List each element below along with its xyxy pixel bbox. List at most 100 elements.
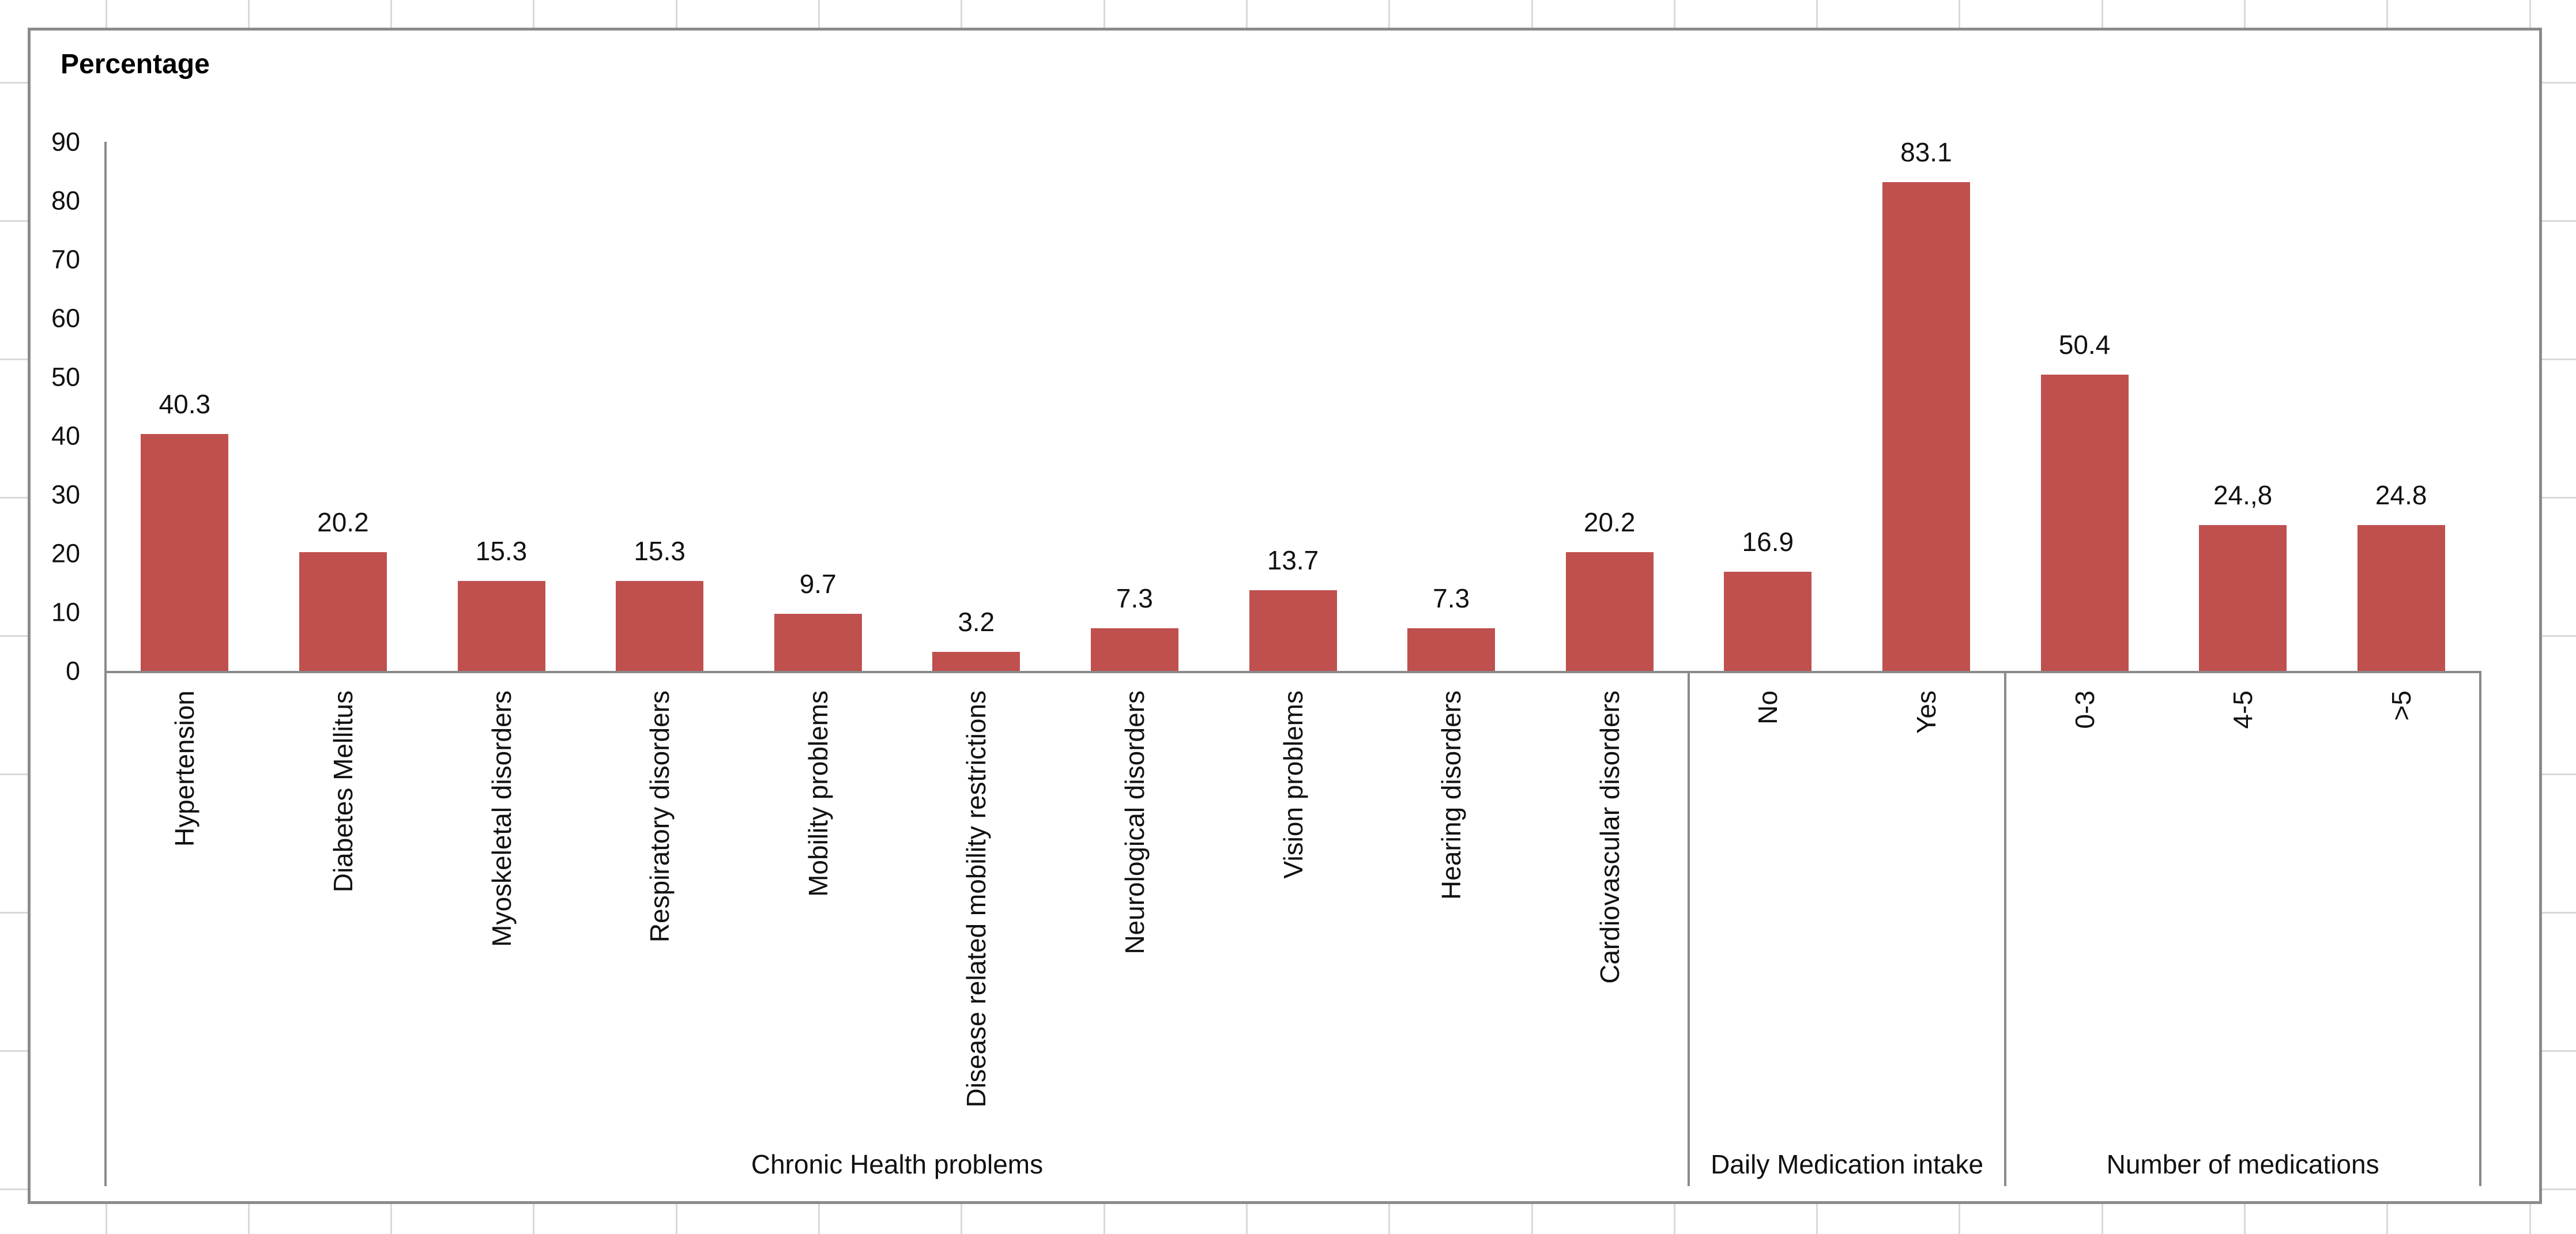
category-label: No: [1753, 690, 1783, 724]
category-label: 0-3: [2069, 690, 2100, 729]
worksheet-row-gridline: [2542, 358, 2576, 360]
category-group-label: Chronic Health problems: [751, 1149, 1044, 1179]
worksheet-column-gridline: [533, 0, 535, 28]
worksheet-column-gridline: [2386, 0, 2389, 28]
worksheet-row-gridline: [0, 911, 28, 914]
worksheet-column-gridline: [961, 1204, 963, 1234]
bar[interactable]: [932, 652, 1020, 671]
bar-value-label: 83.1: [1900, 137, 1952, 168]
worksheet-row-gridline: [0, 773, 28, 775]
worksheet-column-gridline: [675, 1204, 677, 1234]
category-label: >5: [2386, 690, 2416, 721]
bar[interactable]: [299, 552, 387, 671]
worksheet-column-gridline: [390, 0, 393, 28]
worksheet-row-gridline: [2542, 220, 2576, 222]
worksheet-row-gridline: [0, 635, 28, 637]
category-group-separator: [1688, 671, 1690, 1186]
bar[interactable]: [616, 580, 704, 671]
category-label: Myoskeletal disorders: [486, 690, 517, 947]
worksheet-row-gridline: [2542, 1050, 2576, 1052]
category-label: Yes: [1911, 690, 1941, 734]
chart-title: Percentage: [61, 49, 210, 80]
category-label: 4-5: [2228, 690, 2258, 729]
worksheet-column-gridline: [1103, 1204, 1105, 1234]
bar-value-label: 7.3: [1116, 583, 1153, 613]
category-label: Cardiovascular disorders: [1594, 690, 1625, 984]
y-axis-tick-label: 30: [51, 480, 80, 510]
bar[interactable]: [2357, 525, 2445, 671]
worksheet-column-gridline: [1388, 0, 1391, 28]
worksheet-row-gridline: [0, 220, 28, 222]
worksheet-column-gridline: [2386, 1204, 2389, 1234]
bar[interactable]: [1090, 628, 1178, 671]
category-label: Diabetes Mellitus: [327, 690, 358, 893]
worksheet-column-gridline: [105, 1204, 107, 1234]
worksheet-column-gridline: [1673, 0, 1675, 28]
bar[interactable]: [457, 580, 545, 671]
worksheet-column-gridline: [1531, 0, 1533, 28]
bar-value-label: 15.3: [634, 535, 686, 566]
worksheet-column-gridline: [2244, 1204, 2246, 1234]
worksheet-column-gridline: [1245, 1204, 1248, 1234]
worksheet-column-gridline: [2529, 0, 2531, 28]
y-axis-tick-label: 60: [51, 303, 80, 333]
worksheet-column-gridline: [2101, 1204, 2103, 1234]
bar[interactable]: [1882, 182, 1970, 671]
bar-value-label: 7.3: [1433, 583, 1470, 613]
worksheet-row-gridline: [2542, 911, 2576, 914]
y-axis-line: [104, 142, 107, 673]
bar[interactable]: [141, 433, 229, 671]
y-axis-tick-label: 90: [51, 127, 80, 157]
category-group-label: Number of medications: [2106, 1149, 2379, 1179]
worksheet-column-gridline: [1673, 1204, 1675, 1234]
category-label: Vision problems: [1278, 690, 1308, 879]
bar[interactable]: [1407, 628, 1496, 671]
worksheet-row-gridline: [0, 496, 28, 499]
worksheet-column-gridline: [1959, 1204, 1961, 1234]
y-axis-tick-label: 10: [51, 597, 80, 627]
category-group-separator: [2479, 671, 2481, 1186]
worksheet-column-gridline: [1245, 0, 1248, 28]
bar-value-label: 20.2: [1583, 507, 1636, 537]
worksheet-column-gridline: [1103, 0, 1105, 28]
bar-value-label: 3.2: [958, 607, 995, 637]
bar[interactable]: [2040, 374, 2129, 671]
category-label: Hearing disorders: [1436, 690, 1467, 900]
worksheet-row-gridline: [2542, 1188, 2576, 1190]
category-label: Mobility problems: [803, 690, 833, 897]
bar[interactable]: [1724, 571, 1812, 671]
bar-value-label: 13.7: [1267, 545, 1319, 576]
x-axis-line: [104, 671, 2481, 673]
category-label: Hypertension: [170, 690, 200, 847]
worksheet-column-gridline: [105, 0, 107, 28]
bar[interactable]: [2199, 525, 2287, 671]
worksheet-column-gridline: [247, 0, 250, 28]
bar-value-label: 9.7: [799, 569, 837, 599]
worksheet-column-gridline: [247, 1204, 250, 1234]
bar-value-label: 20.2: [317, 507, 369, 537]
y-axis-tick-label: 80: [51, 186, 80, 216]
worksheet-column-gridline: [818, 0, 820, 28]
worksheet-column-gridline: [2529, 1204, 2531, 1234]
worksheet-row-gridline: [0, 1188, 28, 1190]
worksheet-row-gridline: [0, 358, 28, 360]
worksheet-row-gridline: [2542, 635, 2576, 637]
worksheet-row-gridline: [2542, 81, 2576, 84]
worksheet-column-gridline: [1816, 0, 1818, 28]
worksheet-row-gridline: [0, 1050, 28, 1052]
bar[interactable]: [1249, 590, 1337, 671]
bar[interactable]: [1565, 552, 1654, 671]
bar-value-label: 15.3: [475, 535, 528, 566]
worksheet-column-gridline: [2244, 0, 2246, 28]
bar[interactable]: [774, 614, 862, 671]
bar-value-label: 16.9: [1742, 526, 1794, 557]
y-axis-tick-label: 70: [51, 244, 80, 274]
category-group-label: Daily Medication intake: [1711, 1149, 1984, 1179]
category-label: Disease related mobility restrictions: [961, 690, 992, 1108]
y-axis-tick-label: 0: [65, 656, 80, 686]
category-label: Respiratory disorders: [645, 690, 675, 943]
worksheet-column-gridline: [533, 1204, 535, 1234]
worksheet-column-gridline: [1959, 0, 1961, 28]
worksheet-row-gridline: [2542, 496, 2576, 499]
